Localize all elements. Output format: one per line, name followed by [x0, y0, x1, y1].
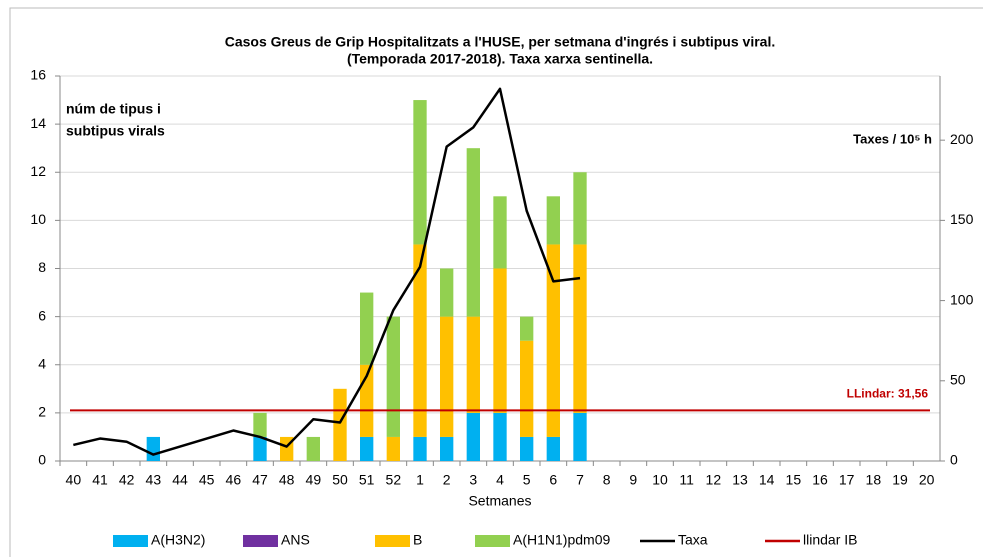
x-tick-label: 47: [252, 472, 268, 488]
y-tick-label: 16: [30, 67, 46, 83]
bar-segment: [413, 100, 427, 245]
bar-segment: [493, 412, 507, 461]
x-axis-label: Setmanes: [468, 493, 531, 509]
bar-segment: [386, 316, 400, 437]
x-tick-label: 42: [119, 472, 135, 488]
bar-segment: [520, 316, 534, 341]
x-tick-label: 11: [679, 472, 694, 488]
x-tick-label: 12: [706, 472, 722, 488]
y-tick-label: 10: [30, 211, 46, 227]
y2-tick-label: 150: [950, 211, 974, 227]
y2-tick-label: 50: [950, 371, 966, 387]
x-tick-label: 49: [306, 472, 322, 488]
x-tick-label: 1: [416, 472, 424, 488]
bar-segment: [333, 388, 347, 461]
bar-segment: [440, 436, 454, 461]
x-tick-label: 19: [892, 472, 908, 488]
legend-label: A(H1N1)pdm09: [513, 532, 610, 548]
bar-segment: [360, 436, 374, 461]
y-tick-label: 0: [38, 452, 46, 468]
x-tick-label: 45: [199, 472, 215, 488]
legend-swatch: [243, 535, 278, 547]
x-tick-label: 18: [866, 472, 882, 488]
legend-label: ANS: [281, 532, 310, 548]
y-tick-label: 12: [30, 163, 46, 179]
bar-segment: [573, 412, 587, 461]
legend-label: llindar IB: [803, 532, 857, 548]
bar-segment: [493, 196, 507, 269]
x-tick-label: 51: [359, 472, 375, 488]
x-tick-label: 16: [812, 472, 828, 488]
x-tick-label: 3: [469, 472, 477, 488]
y-tick-label: 6: [38, 307, 46, 323]
chart-title: Casos Greus de Grip Hospitalitzats a l'H…: [225, 34, 775, 50]
bar-segment: [146, 436, 160, 461]
x-tick-label: 20: [919, 472, 935, 488]
x-tick-label: 14: [759, 472, 775, 488]
y2-tick-label: 100: [950, 291, 974, 307]
x-tick-label: 8: [603, 472, 611, 488]
x-tick-label: 7: [576, 472, 584, 488]
y2-axis-label: Taxes / 10⁵ h: [853, 131, 932, 146]
bar-segment: [546, 436, 560, 461]
bar-segment: [360, 292, 374, 365]
x-tick-label: 17: [839, 472, 855, 488]
bar-segment: [520, 340, 534, 437]
legend-label: Taxa: [678, 532, 708, 548]
legend-label: B: [413, 532, 422, 548]
x-tick-label: 52: [386, 472, 402, 488]
bar-segment: [546, 244, 560, 437]
x-tick-label: 5: [523, 472, 531, 488]
legend-swatch: [113, 535, 148, 547]
x-tick-label: 48: [279, 472, 295, 488]
x-tick-label: 41: [92, 472, 108, 488]
chart-title: (Temporada 2017-2018). Taxa xarxa sentin…: [347, 51, 653, 67]
legend-swatch: [475, 535, 510, 547]
legend-label: A(H3N2): [151, 532, 205, 548]
bar-segment: [413, 244, 427, 437]
bar-segment: [573, 172, 587, 245]
bar-segment: [253, 412, 267, 437]
y-tick-label: 14: [30, 115, 46, 131]
y2-tick-label: 200: [950, 131, 974, 147]
threshold-label: LLindar: 31,56: [847, 387, 929, 401]
bar-segment: [466, 148, 480, 317]
bar-segment: [440, 316, 454, 437]
bar-segment: [386, 436, 400, 461]
y-tick-label: 8: [38, 259, 46, 275]
line-series: [73, 87, 581, 456]
x-tick-label: 13: [732, 472, 748, 488]
y-axis-label: núm de tipus i: [66, 101, 161, 117]
bar-segment: [466, 316, 480, 413]
x-tick-label: 6: [549, 472, 557, 488]
bar-segment: [573, 244, 587, 413]
y-axis-label: subtipus virals: [66, 123, 165, 139]
x-tick-label: 4: [496, 472, 504, 488]
x-tick-label: 2: [443, 472, 451, 488]
x-tick-label: 10: [652, 472, 668, 488]
bar-segment: [306, 436, 320, 461]
bar-segment: [546, 196, 560, 245]
x-tick-label: 40: [66, 472, 82, 488]
x-tick-label: 43: [146, 472, 162, 488]
bar-segment: [520, 436, 534, 461]
bar-segment: [493, 268, 507, 413]
bar-segment: [440, 268, 454, 317]
x-tick-label: 9: [629, 472, 637, 488]
y-tick-label: 4: [38, 355, 46, 371]
y2-tick-label: 0: [950, 452, 958, 468]
x-tick-label: 50: [332, 472, 348, 488]
y-tick-label: 2: [38, 404, 46, 420]
bar-segment: [466, 412, 480, 461]
bar-segment: [253, 436, 267, 461]
x-tick-label: 46: [226, 472, 242, 488]
legend-swatch: [375, 535, 410, 547]
x-tick-label: 44: [172, 472, 188, 488]
bar-segment: [413, 436, 427, 461]
x-tick-label: 15: [786, 472, 802, 488]
